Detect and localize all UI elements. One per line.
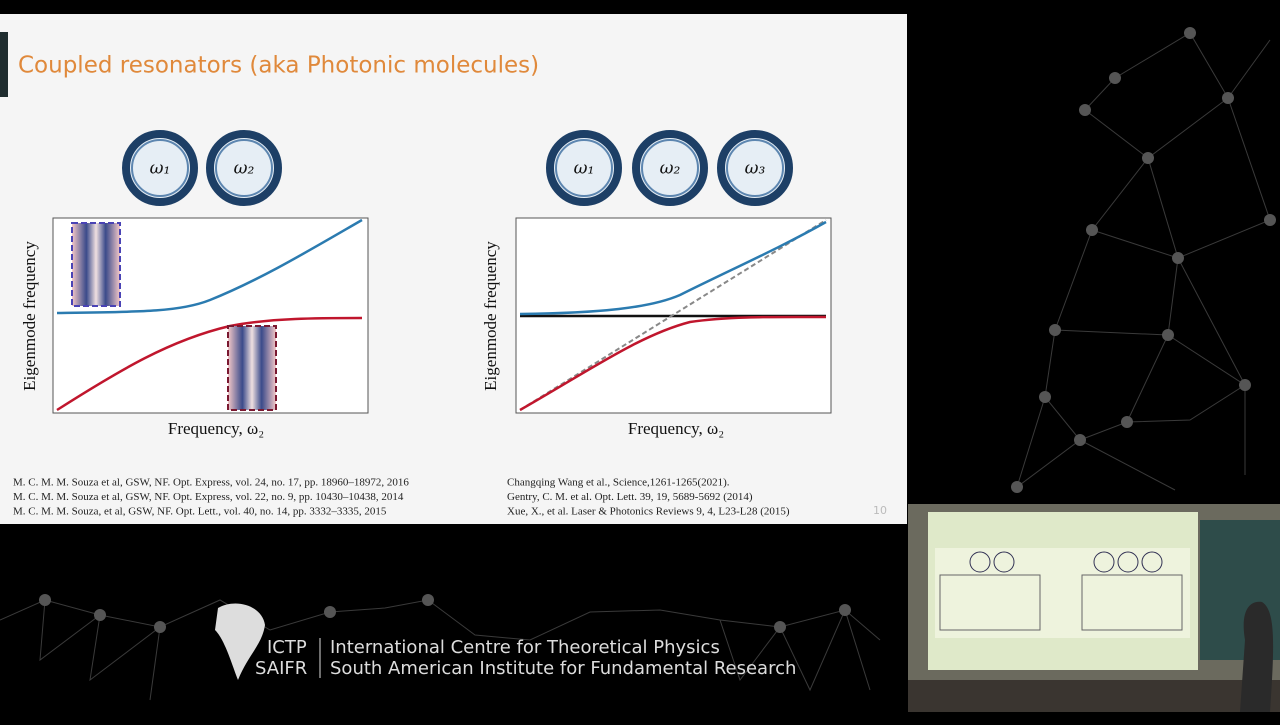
left-panel: Eigenmode frequency Frequency, ω₂ ω₁ ω₂ M.… (13, 130, 409, 518)
resonator-inner (641, 139, 699, 197)
resonator-label: ω₂ (234, 159, 255, 179)
resonator-ring (206, 130, 282, 206)
mode-image (227, 325, 277, 411)
slide-title: Coupled resonators (aka Photonic molecul… (18, 53, 539, 79)
page-number: 10 (873, 504, 887, 517)
diagonal (519, 219, 827, 411)
resonator-label: ω₂ (660, 159, 681, 179)
resonator-label: ω₁ (150, 159, 171, 179)
resonator-ring (122, 130, 198, 206)
resonator-inner (131, 139, 189, 197)
resonator-ring (717, 130, 793, 206)
footer-line1: International Centre for Theoretical Phy… (330, 637, 720, 658)
resonator-label: ω₁ (574, 159, 595, 179)
y-axis-label: Eigenmode frequency (481, 241, 500, 391)
resonator-inner (726, 139, 784, 197)
right-panel: Eigenmode frequency Frequency, ω₂ ω₁ ω₂ ω₃… (481, 130, 832, 518)
resonator-label: ω₃ (745, 159, 766, 179)
x-axis-label: Frequency, ω₂ (628, 419, 724, 438)
reference: Gentry, C. M. et al. Opt. Lett. 39, 19, … (507, 491, 753, 503)
resonator-ring (546, 130, 622, 206)
x-axis-label: Frequency, ω₂ (168, 419, 264, 438)
reference: M. C. M. M. Souza, et al, GSW, NF. Opt. … (13, 506, 387, 518)
lower-branch (519, 315, 827, 412)
title-bar (0, 32, 8, 97)
resonator-inner (215, 139, 273, 197)
network-nodes (39, 27, 1276, 633)
resonator-inner (555, 139, 613, 197)
logo-top: ICTP (267, 637, 307, 658)
reference: Xue, X., et al. Laser & Photonics Review… (507, 506, 790, 518)
footer-line2: South American Institute for Fundamental… (330, 658, 796, 679)
reference: M. C. M. M. Souza et al, GSW, NF. Opt. E… (13, 477, 409, 489)
upper-branch (519, 220, 827, 316)
camera-inset (908, 504, 1280, 712)
logo-map (215, 603, 265, 680)
logo-bottom: SAIFR (255, 658, 307, 679)
y-axis-label: Eigenmode frequency (20, 241, 39, 391)
resonator-ring (632, 130, 708, 206)
upper-branch (56, 218, 363, 315)
reference: M. C. M. M. Souza et al, GSW, NF. Opt. E… (13, 491, 404, 503)
reference: Changqing Wang et al., Science,1261-1265… (507, 477, 730, 489)
mode-image (71, 222, 121, 307)
